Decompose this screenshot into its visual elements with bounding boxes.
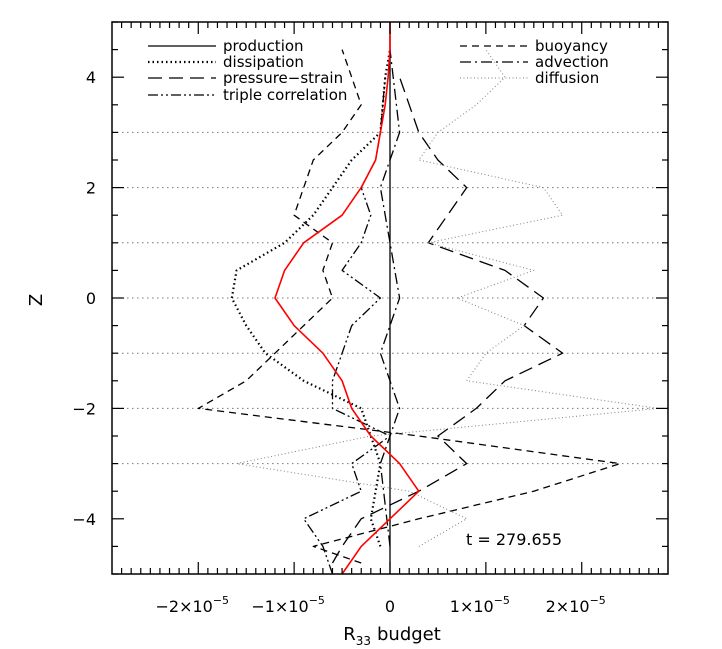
x-axis-label: R33 budget bbox=[343, 624, 441, 648]
legend-label: buoyancy bbox=[535, 37, 608, 55]
x-tick-labels: −2×10−5 −1×10−5 0 1×10−5 2×10−5 bbox=[155, 594, 605, 616]
y-tick-label: 2 bbox=[86, 179, 96, 198]
x-tick-label-text: 1×10−5 bbox=[450, 594, 510, 616]
legend-label: triple correlation bbox=[223, 86, 347, 104]
series-lines bbox=[197, 22, 659, 575]
legend: productiondissipationpressure−straintrip… bbox=[148, 37, 609, 104]
series-line-pressure-strain bbox=[331, 76, 564, 564]
x-tick-label-text: −1×10−5 bbox=[251, 594, 325, 616]
x-tick-label-text: 2×10−5 bbox=[546, 594, 606, 616]
y-axis-label: Z bbox=[26, 294, 47, 306]
y-tick-labels: 4 2 0 −2 −4 bbox=[72, 68, 96, 529]
x-tick-label: 2×10−5 bbox=[546, 594, 606, 616]
time-annotation: t = 279.655 bbox=[466, 530, 562, 549]
legend-label: dissipation bbox=[223, 53, 304, 71]
x-tick-label-text: −2×10−5 bbox=[155, 594, 229, 616]
x-tick-label: −2×10−5 bbox=[155, 594, 229, 616]
series-line-buoyancy bbox=[197, 49, 621, 564]
series-line-red-7 bbox=[274, 22, 420, 575]
legend-label: diffusion bbox=[535, 69, 599, 87]
x-tick-label: −1×10−5 bbox=[251, 594, 325, 616]
y-tick-label: −4 bbox=[72, 510, 96, 529]
legend-label: production bbox=[223, 37, 304, 55]
series-line-advection bbox=[379, 49, 401, 547]
y-tick-label: 0 bbox=[86, 289, 96, 308]
x-tick-label: 1×10−5 bbox=[450, 594, 510, 616]
x-tick-label-text: 0 bbox=[385, 597, 395, 616]
series-line-dissipation bbox=[230, 49, 392, 547]
y-tick-label: 4 bbox=[86, 68, 96, 87]
axis-ticks bbox=[112, 21, 668, 575]
x-axis-label-main: R bbox=[343, 624, 356, 645]
x-axis-label-subscript: 33 bbox=[356, 634, 371, 648]
x-axis-label-suffix: budget bbox=[377, 624, 441, 645]
series-line-diffusion bbox=[236, 49, 659, 547]
x-tick-label: 0 bbox=[385, 597, 395, 616]
y-tick-label: −2 bbox=[72, 399, 96, 418]
legend-label: pressure−strain bbox=[223, 69, 343, 87]
legend-label: advection bbox=[535, 53, 609, 71]
